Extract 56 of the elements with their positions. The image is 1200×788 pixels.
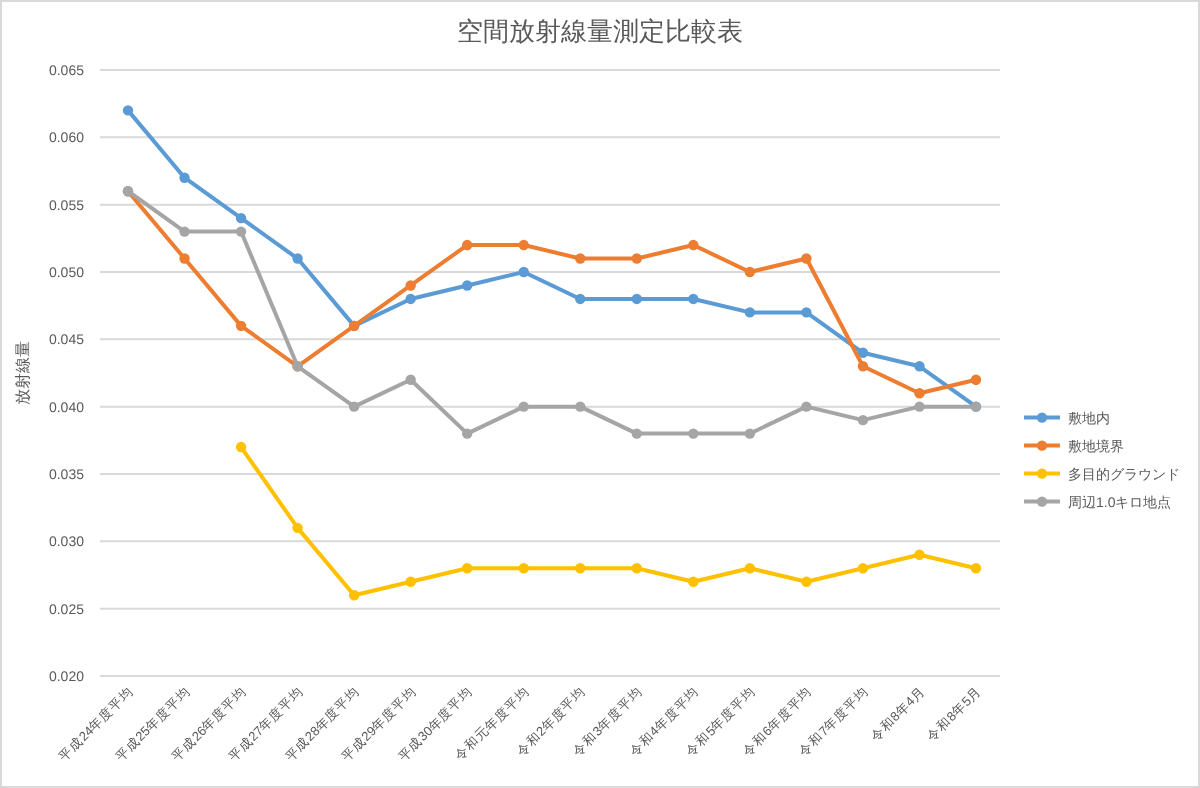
point xyxy=(970,563,982,574)
point xyxy=(462,563,473,574)
point xyxy=(914,388,925,399)
point xyxy=(292,253,303,264)
point xyxy=(518,266,529,278)
point xyxy=(744,428,756,439)
point xyxy=(179,226,190,237)
point xyxy=(688,428,699,439)
point xyxy=(405,374,416,385)
y-axis-title: 放射線量 xyxy=(14,341,32,405)
point xyxy=(405,576,416,587)
point xyxy=(631,563,642,574)
point xyxy=(857,414,869,426)
point xyxy=(688,576,699,587)
point xyxy=(575,293,586,305)
point xyxy=(575,401,586,412)
point xyxy=(857,563,869,574)
point xyxy=(405,293,416,305)
point xyxy=(631,428,642,439)
point xyxy=(235,441,247,453)
point xyxy=(575,563,586,574)
point xyxy=(801,576,812,587)
point xyxy=(744,563,756,574)
point xyxy=(857,361,869,372)
point xyxy=(970,374,982,385)
chart-title: 空間放射線量測定比較表 xyxy=(457,16,743,46)
point xyxy=(462,428,473,439)
point xyxy=(914,361,925,372)
point xyxy=(235,320,247,332)
point xyxy=(688,239,699,251)
point xyxy=(235,212,247,224)
point xyxy=(518,401,529,412)
point xyxy=(801,307,812,318)
point xyxy=(179,253,190,264)
point xyxy=(405,280,416,291)
point xyxy=(744,307,756,318)
point xyxy=(348,401,360,412)
point xyxy=(857,347,869,358)
point xyxy=(575,253,586,264)
point xyxy=(801,401,812,412)
point xyxy=(744,266,756,278)
point xyxy=(631,253,642,264)
point xyxy=(179,172,190,183)
point xyxy=(462,239,473,251)
point xyxy=(688,293,699,305)
point xyxy=(462,280,473,291)
point xyxy=(235,226,247,237)
point xyxy=(631,293,642,305)
point xyxy=(914,401,925,412)
point xyxy=(122,105,134,116)
point xyxy=(348,590,360,601)
point xyxy=(518,563,529,574)
point xyxy=(292,522,303,534)
point xyxy=(518,239,529,251)
point xyxy=(914,549,925,560)
point xyxy=(801,253,812,264)
